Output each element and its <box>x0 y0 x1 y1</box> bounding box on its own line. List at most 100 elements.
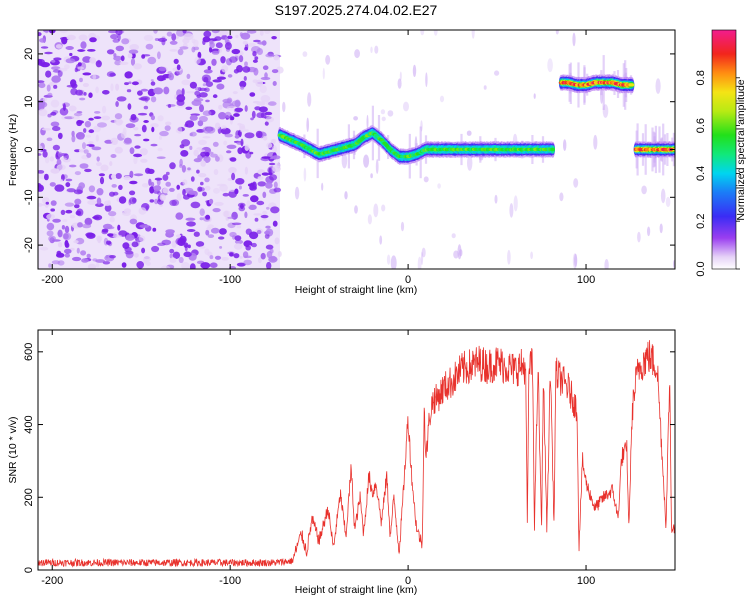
noise-blob <box>153 87 164 95</box>
noise-blob <box>204 177 210 183</box>
noise-blob <box>199 208 205 216</box>
speckle-blob <box>530 251 533 260</box>
noise-blob <box>207 234 215 239</box>
noise-blob <box>262 65 269 70</box>
speckle-blob <box>604 259 609 269</box>
noise-blob <box>38 32 42 37</box>
noise-blob <box>81 258 89 263</box>
speckle-blob <box>354 205 358 214</box>
colorbar-tick-label: 0.4 <box>695 166 707 181</box>
noise-blob <box>203 155 211 163</box>
speckle-blob <box>380 109 386 115</box>
noise-blob <box>231 222 242 226</box>
noise-blob <box>151 126 155 133</box>
noise-blob <box>69 214 76 219</box>
noise-blob <box>182 30 187 34</box>
noise-blob <box>120 131 127 139</box>
speckle-blob <box>390 255 397 269</box>
noise-blob <box>214 36 222 41</box>
noise-blob <box>218 30 229 36</box>
noise-blob <box>129 218 138 225</box>
noise-blob <box>57 229 63 238</box>
noise-blob <box>229 266 236 269</box>
noise-blob <box>55 44 63 49</box>
speckle-blob <box>573 178 579 188</box>
noise-blob <box>253 67 259 76</box>
noise-blob <box>110 154 117 158</box>
noise-blob <box>109 191 115 197</box>
speckle-blob <box>466 130 472 136</box>
noise-blob <box>265 182 273 189</box>
noise-blob <box>165 181 171 187</box>
speckle-blob <box>306 117 310 132</box>
noise-blob <box>72 256 82 262</box>
noise-blob <box>199 92 208 98</box>
noise-blob <box>127 52 133 59</box>
noise-blob <box>99 176 105 185</box>
noise-blob <box>205 81 214 87</box>
spectrogram-y-ticks: 20 10 0 -10 -20 <box>23 48 675 253</box>
noise-blob <box>220 56 226 64</box>
speckle-blob <box>303 167 307 182</box>
noise-blob <box>149 186 155 194</box>
noise-blob <box>246 200 251 208</box>
noise-blob <box>61 37 68 45</box>
colorbar-tick-label: 0.8 <box>695 70 707 85</box>
noise-blob <box>250 195 259 203</box>
noise-blob <box>53 84 58 89</box>
noise-blob <box>117 33 121 41</box>
noise-blob <box>93 125 101 133</box>
x-tick-label: -100 <box>219 274 241 286</box>
noise-blob <box>211 50 220 55</box>
noise-blob <box>64 202 75 207</box>
colorbar: 0.0 0.2 0.4 0.6 0.8 Normalized spectral ampl… <box>695 29 747 277</box>
noise-blob <box>46 84 51 92</box>
noise-blob <box>268 162 276 166</box>
noise-blob <box>95 86 99 94</box>
noise-blob <box>261 156 271 159</box>
noise-blob <box>50 111 57 116</box>
noise-blob <box>44 30 49 34</box>
noise-blob <box>134 253 139 258</box>
noise-blob <box>233 253 240 259</box>
noise-blob <box>145 261 151 266</box>
noise-blob <box>269 174 278 181</box>
noise-blob <box>209 198 214 205</box>
noise-blob <box>243 76 247 81</box>
noise-blob <box>210 153 218 158</box>
noise-blob <box>65 58 76 64</box>
speckle-blob <box>375 159 379 174</box>
noise-blob <box>46 137 53 142</box>
speckle-blob <box>399 71 402 81</box>
noise-blob <box>86 253 91 259</box>
noise-blob <box>122 242 130 250</box>
noise-blob <box>65 46 74 50</box>
noise-blob <box>215 42 223 49</box>
y-tick-label: 600 <box>23 343 35 361</box>
noise-blob <box>52 144 61 151</box>
noise-blob <box>92 74 97 80</box>
colorbar-label: Normalized spectral amplitude <box>735 79 747 220</box>
noise-blob <box>94 111 101 114</box>
noise-blob <box>38 184 44 192</box>
noise-blob <box>181 262 190 269</box>
noise-blob <box>129 116 139 123</box>
noise-blob <box>268 172 273 176</box>
noise-blob <box>116 96 127 102</box>
noise-blob <box>244 211 248 219</box>
noise-blob <box>207 224 214 229</box>
noise-blob <box>226 105 237 111</box>
noise-blob <box>47 113 52 118</box>
noise-blob <box>258 257 262 264</box>
noise-blob <box>117 119 124 125</box>
noise-blob <box>259 30 264 36</box>
noise-blob <box>179 158 183 167</box>
noise-blob <box>147 56 157 65</box>
noise-blob <box>272 81 277 86</box>
signal-track <box>277 105 555 179</box>
noise-blob <box>221 125 227 130</box>
noise-blob <box>68 164 77 168</box>
noise-blob <box>266 251 273 259</box>
noise-blob <box>189 115 198 121</box>
spectrogram-x-label: Height of straight line (km) <box>295 284 418 296</box>
